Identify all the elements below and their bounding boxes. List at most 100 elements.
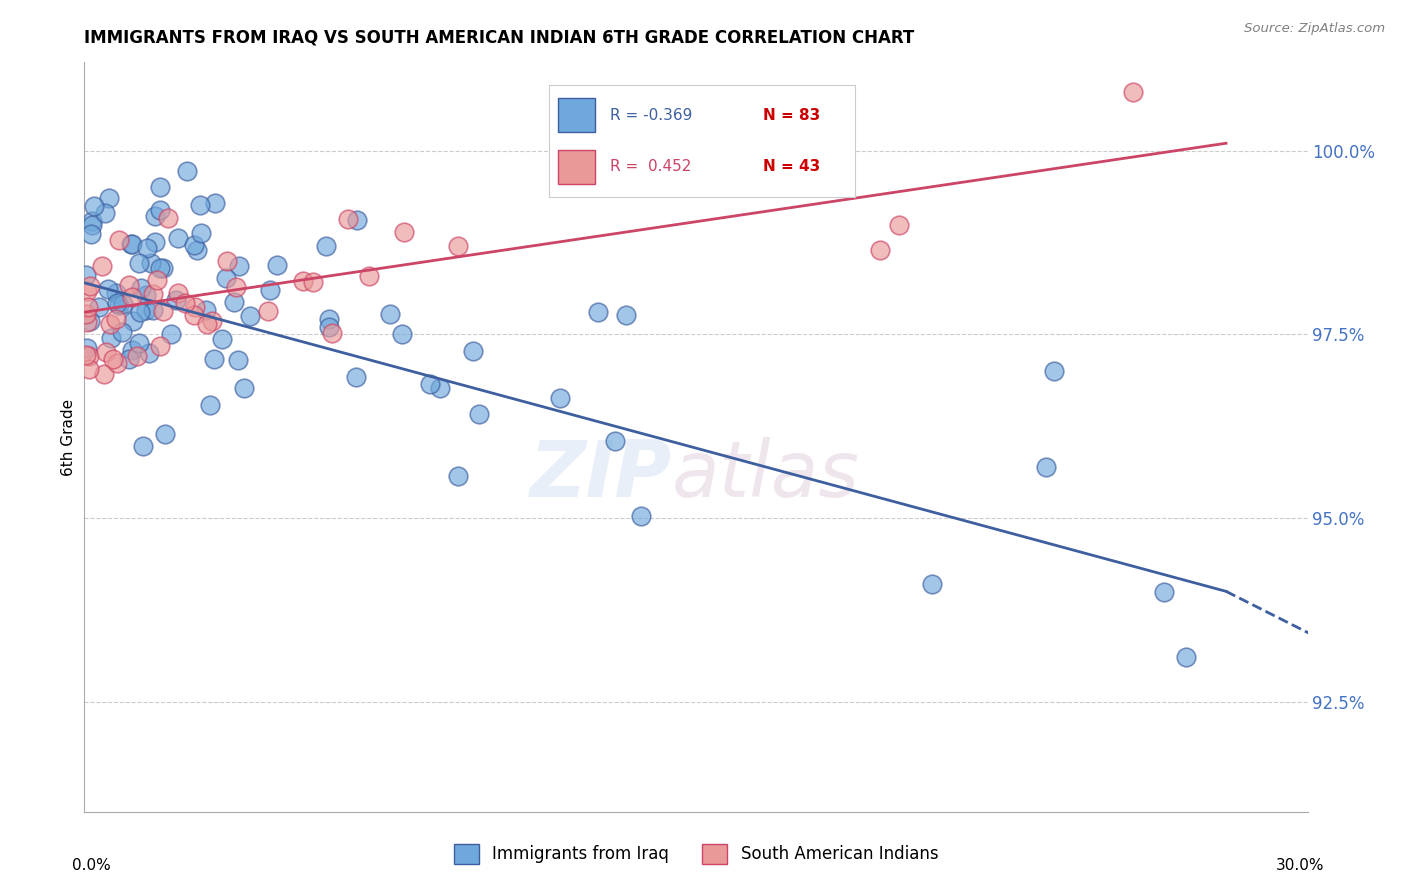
Point xyxy=(337,211,360,226)
Legend: Immigrants from Iraq, South American Indians: Immigrants from Iraq, South American Ind… xyxy=(447,838,945,871)
Point xyxy=(135,303,157,318)
Point xyxy=(75,307,97,321)
Point xyxy=(135,288,157,302)
Point xyxy=(93,367,115,381)
Text: atlas: atlas xyxy=(672,436,859,513)
Point xyxy=(869,243,891,257)
Point xyxy=(138,346,160,360)
Point xyxy=(614,308,637,322)
Point xyxy=(101,352,124,367)
Point xyxy=(105,286,128,301)
Point xyxy=(321,326,343,340)
Point xyxy=(146,272,169,286)
Point xyxy=(1035,460,1057,475)
Point xyxy=(228,259,250,273)
Point xyxy=(143,209,166,223)
Point xyxy=(463,343,485,358)
Point xyxy=(149,180,172,194)
Point xyxy=(129,305,152,319)
Point xyxy=(94,345,117,359)
Point xyxy=(79,278,101,293)
Point xyxy=(128,256,150,270)
Point xyxy=(346,212,368,227)
Point xyxy=(156,211,179,226)
Point xyxy=(291,274,314,288)
Point xyxy=(550,391,572,405)
Point xyxy=(359,269,381,284)
Point xyxy=(419,377,441,392)
Point xyxy=(111,297,134,311)
Point xyxy=(121,290,143,304)
Point xyxy=(97,191,120,205)
Point xyxy=(160,327,183,342)
Point xyxy=(118,351,141,366)
Point xyxy=(201,314,224,328)
Point xyxy=(222,294,245,309)
Point xyxy=(77,349,100,363)
Point xyxy=(139,255,162,269)
Point xyxy=(136,241,159,255)
Point xyxy=(204,195,226,210)
Point xyxy=(190,226,212,240)
Point xyxy=(121,343,143,358)
Point xyxy=(105,357,128,371)
Point xyxy=(97,282,120,296)
Point xyxy=(79,362,101,376)
Point xyxy=(155,426,177,441)
Point xyxy=(188,197,211,211)
Point xyxy=(77,300,100,314)
Point xyxy=(129,281,152,295)
Point xyxy=(202,352,225,367)
Point xyxy=(215,271,238,285)
Text: Source: ZipAtlas.com: Source: ZipAtlas.com xyxy=(1244,22,1385,36)
Point xyxy=(100,317,122,331)
Point xyxy=(239,309,262,323)
Point xyxy=(91,259,114,273)
Point xyxy=(233,381,256,395)
Point xyxy=(143,235,166,249)
Point xyxy=(1042,364,1064,378)
Point xyxy=(887,218,910,232)
Point xyxy=(266,258,288,272)
Text: IMMIGRANTS FROM IRAQ VS SOUTH AMERICAN INDIAN 6TH GRADE CORRELATION CHART: IMMIGRANTS FROM IRAQ VS SOUTH AMERICAN I… xyxy=(84,29,915,47)
Point xyxy=(107,233,129,247)
Point xyxy=(195,317,218,331)
Point xyxy=(921,577,943,591)
Point xyxy=(79,314,101,328)
Point xyxy=(75,348,97,362)
Point xyxy=(167,285,190,300)
Text: 30.0%: 30.0% xyxy=(1277,858,1324,872)
Point xyxy=(605,434,627,449)
Point xyxy=(468,407,491,421)
Point xyxy=(80,227,103,242)
Point xyxy=(1175,649,1198,664)
Y-axis label: 6th Grade: 6th Grade xyxy=(60,399,76,475)
Point xyxy=(344,370,367,384)
Point xyxy=(183,308,205,322)
Point xyxy=(194,303,217,318)
Point xyxy=(132,439,155,453)
Point xyxy=(174,296,197,310)
Point xyxy=(87,300,110,314)
Point xyxy=(104,312,127,326)
Point xyxy=(378,307,401,321)
Point xyxy=(217,253,239,268)
Point xyxy=(76,284,98,298)
Point xyxy=(256,304,278,318)
Point xyxy=(111,325,134,339)
Point xyxy=(211,332,233,346)
Point xyxy=(142,287,165,301)
Point xyxy=(183,300,205,314)
Point xyxy=(1122,85,1144,99)
Point xyxy=(75,268,97,282)
Point xyxy=(315,238,337,252)
Point xyxy=(226,352,249,367)
Point xyxy=(446,469,468,483)
Point xyxy=(429,381,451,395)
Point xyxy=(122,314,145,328)
Text: 0.0%: 0.0% xyxy=(72,858,111,872)
Point xyxy=(100,330,122,344)
Point xyxy=(83,199,105,213)
Point xyxy=(118,277,141,292)
Point xyxy=(318,320,340,334)
